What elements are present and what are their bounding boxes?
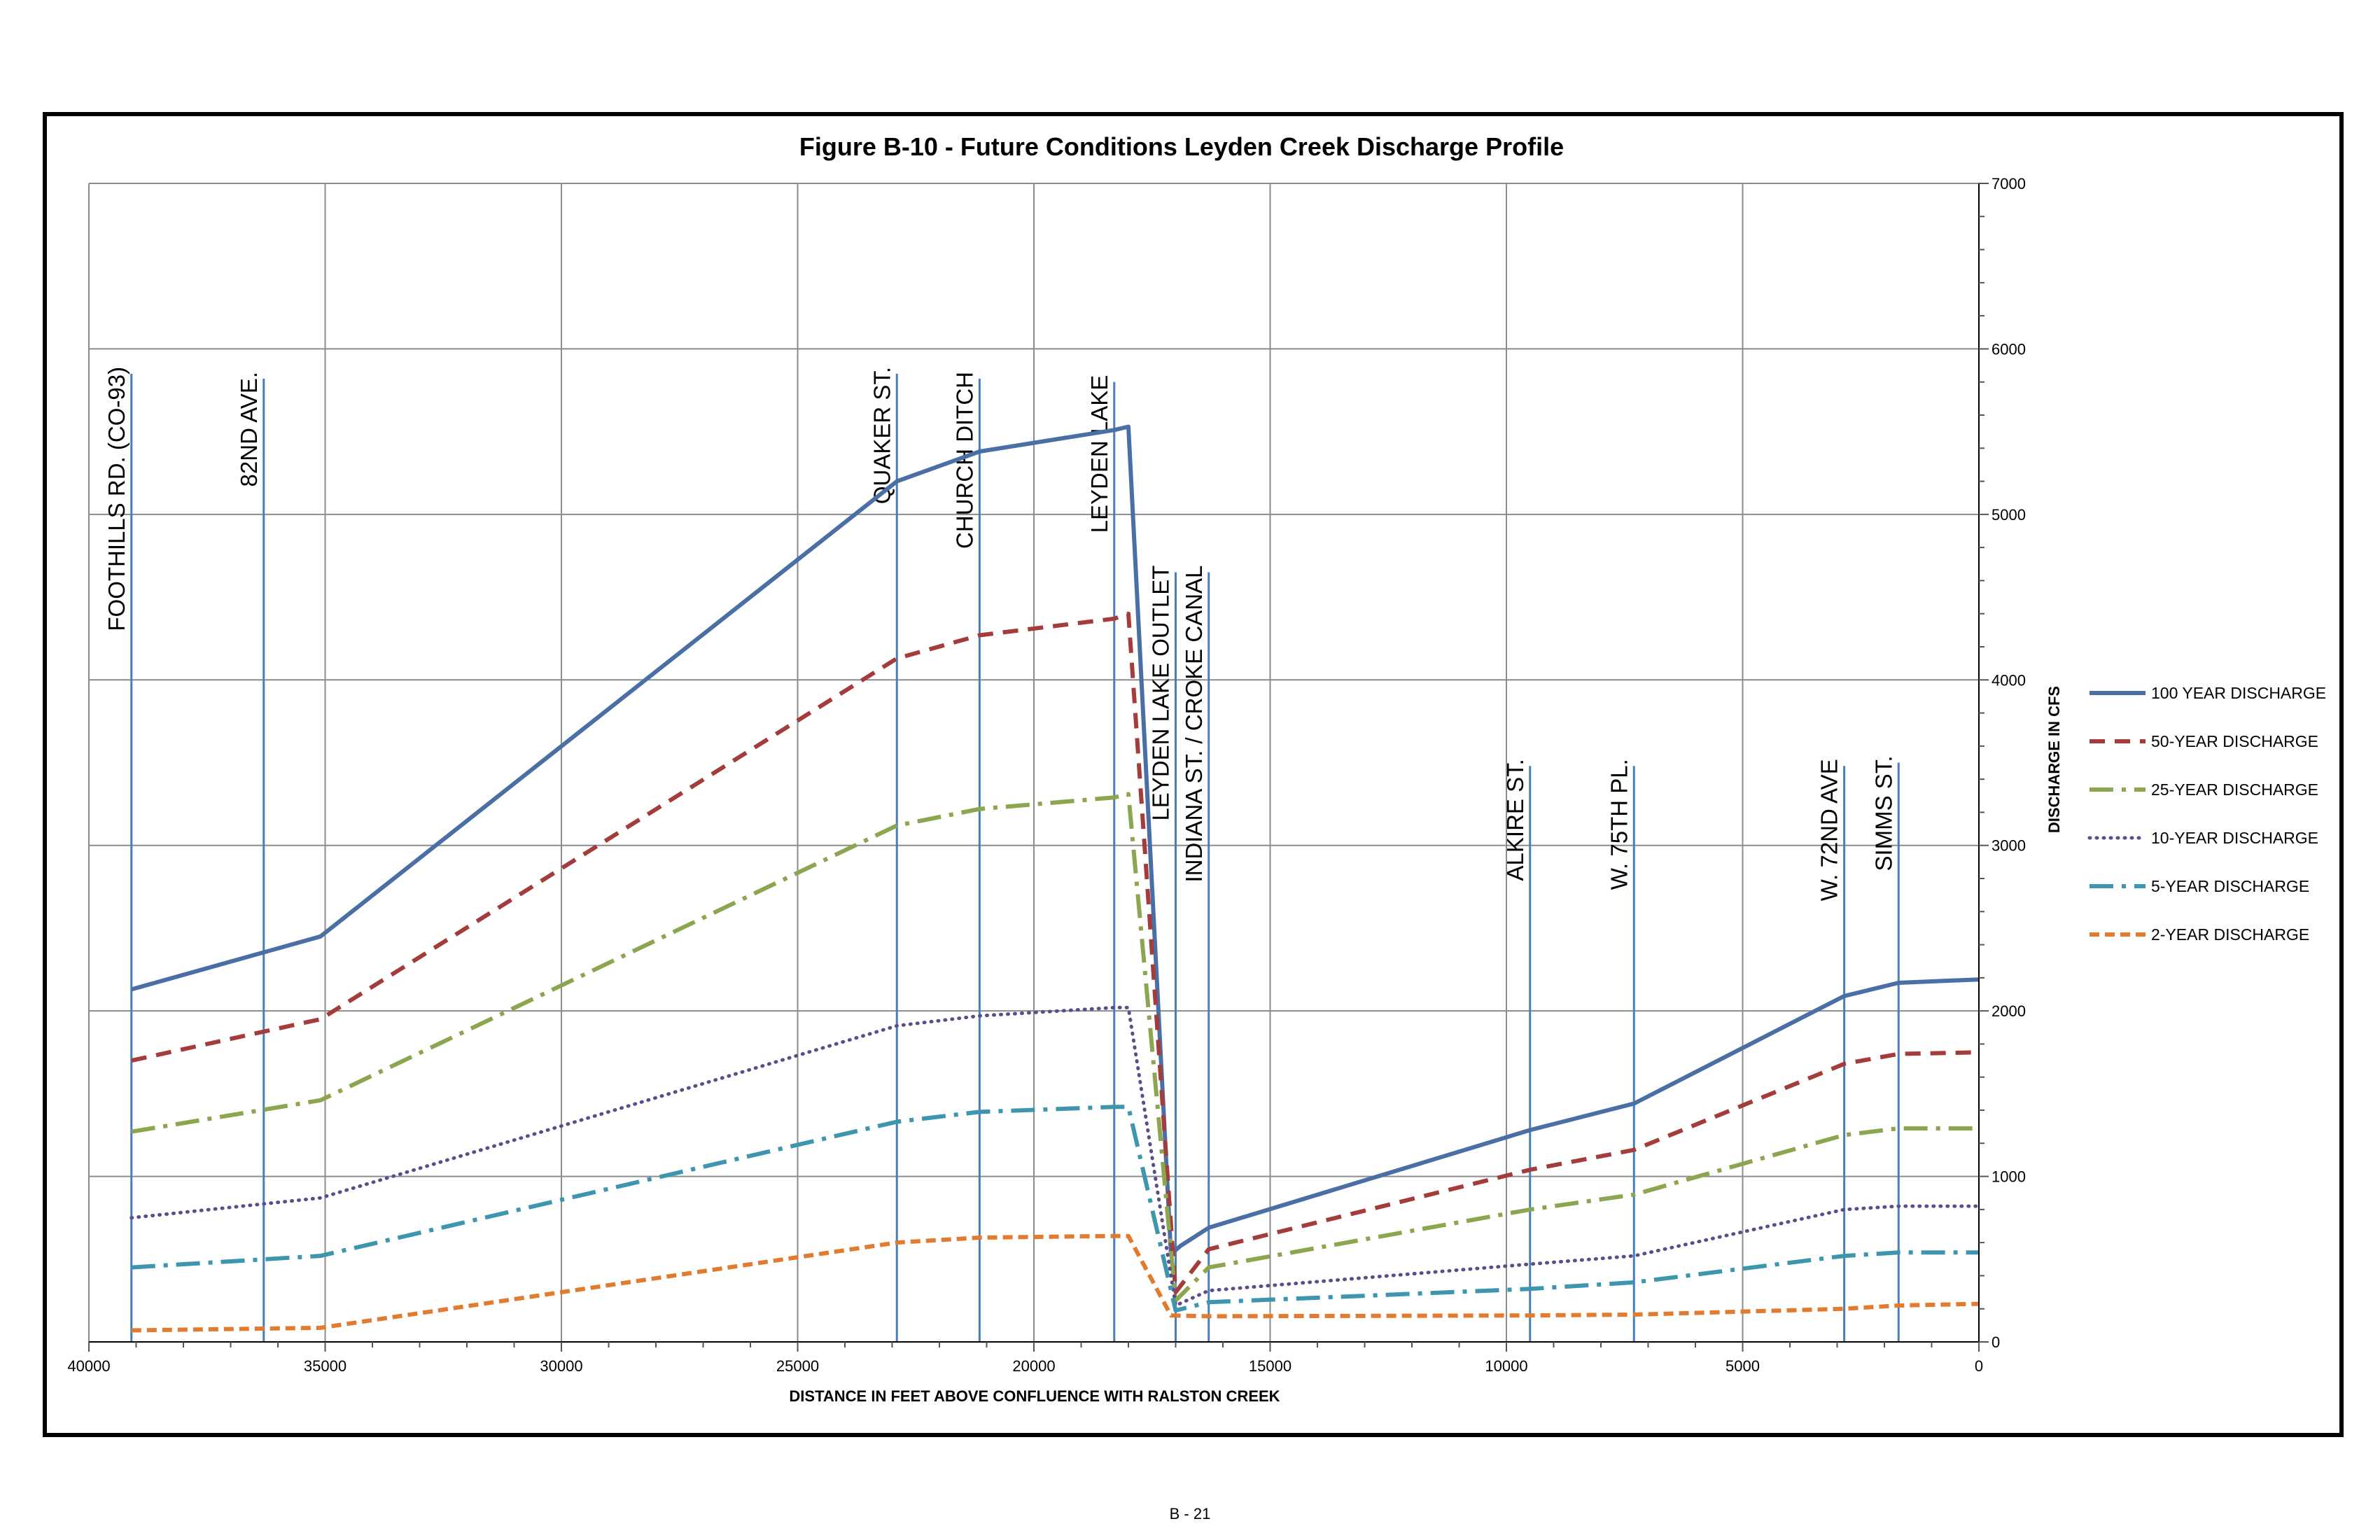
legend-label: 2-YEAR DISCHARGE <box>2151 925 2309 944</box>
x-tick-label: 40000 <box>67 1357 110 1375</box>
legend-label: 25-YEAR DISCHARGE <box>2151 780 2318 799</box>
station-marker-label: SIMMS ST. <box>1870 756 1896 872</box>
y-tick-label: 2000 <box>1991 1002 2026 1020</box>
x-axis-label: DISTANCE IN FEET ABOVE CONFLUENCE WITH R… <box>789 1387 1280 1405</box>
station-marker-label: FOOTHILLS RD. (CO-93) <box>104 367 130 631</box>
legend-label: 100 YEAR DISCHARGE <box>2151 684 2326 702</box>
y-tick-label: 0 <box>1991 1334 2000 1351</box>
series-line-2 <box>131 792 1979 1303</box>
chart-title: Figure B-10 - Future Conditions Leyden C… <box>799 132 1564 161</box>
series-line-4 <box>131 1105 1979 1313</box>
y-axis-label: DISCHARGE IN CFS <box>2045 686 2063 833</box>
chart-frame <box>43 112 2344 1437</box>
legend-label: 10-YEAR DISCHARGE <box>2151 829 2318 847</box>
y-tick-label: 5000 <box>1991 506 2026 524</box>
y-tick-label: 4000 <box>1991 671 2026 689</box>
y-tick-label: 6000 <box>1991 340 2026 358</box>
series-line-5 <box>131 1233 1980 1333</box>
x-tick-label: 20000 <box>1012 1357 1055 1375</box>
station-marker-label: INDIANA ST. / CROKE CANAL <box>1181 566 1207 883</box>
legend-label: 5-YEAR DISCHARGE <box>2151 877 2309 895</box>
station-marker-label: LEYDEN LAKE <box>1086 375 1112 533</box>
station-marker-label: W. 75TH PL. <box>1606 759 1632 890</box>
series-line-3 <box>130 1005 1981 1308</box>
page-number: B - 21 <box>1169 1505 1211 1522</box>
x-tick-label: 25000 <box>776 1357 819 1375</box>
x-tick-label: 0 <box>1975 1357 1983 1375</box>
station-marker-label: W. 72ND AVE <box>1816 759 1842 901</box>
x-tick-label: 5000 <box>1726 1357 1760 1375</box>
x-tick-label: 15000 <box>1249 1357 1292 1375</box>
y-tick-label: 1000 <box>1991 1168 2026 1186</box>
x-tick-label: 10000 <box>1485 1357 1527 1375</box>
legend-label: 50-YEAR DISCHARGE <box>2151 732 2318 750</box>
station-marker-label: LEYDEN LAKE OUTLET <box>1148 566 1174 821</box>
station-marker-label: 82ND AVE. <box>236 372 262 486</box>
y-tick-label: 3000 <box>1991 837 2026 855</box>
x-tick-label: 35000 <box>304 1357 346 1375</box>
station-marker-label: ALKIRE ST. <box>1502 759 1528 881</box>
series-line-0 <box>130 424 1980 1256</box>
y-tick-label: 7000 <box>1991 175 2026 192</box>
station-marker-label: QUAKER ST. <box>869 367 895 504</box>
x-tick-label: 30000 <box>540 1357 582 1375</box>
series-line-1 <box>131 611 1980 1295</box>
